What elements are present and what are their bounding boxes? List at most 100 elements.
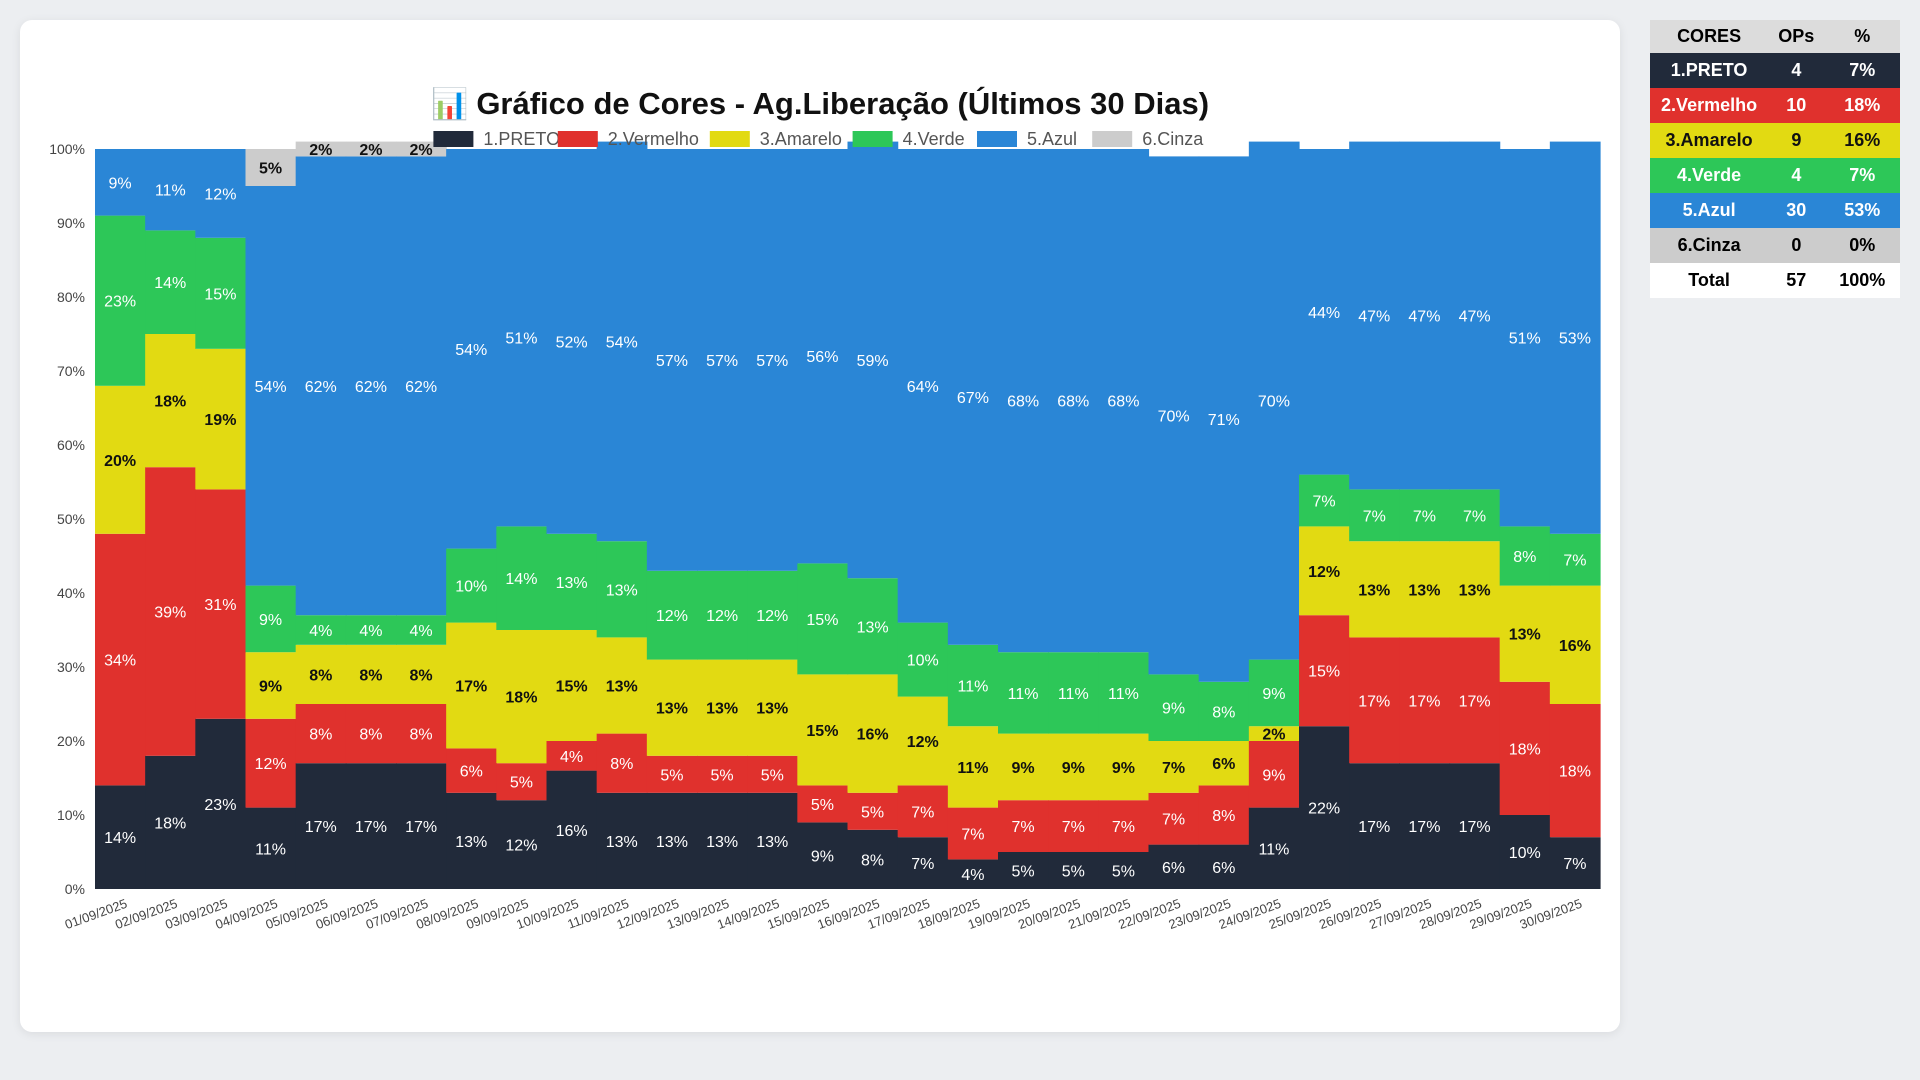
bar-segment	[1349, 541, 1400, 638]
bar-segment	[95, 385, 146, 534]
bar-segment	[446, 792, 497, 889]
data-label: 18%	[154, 815, 186, 832]
data-label: 17%	[355, 819, 387, 836]
bar-segment	[95, 149, 146, 216]
bar-segment	[1248, 726, 1300, 741]
bar-segment	[847, 829, 899, 889]
y-tick-label: 100%	[49, 141, 85, 157]
bar-segment	[496, 630, 548, 764]
bar-segment	[496, 763, 548, 801]
bar-segment	[947, 149, 999, 645]
bar-segment	[1299, 726, 1350, 889]
header-cores: CORES	[1650, 20, 1769, 53]
data-label: 8%	[1212, 704, 1235, 721]
summary-percent: 0%	[1849, 235, 1876, 255]
bar-segment	[546, 770, 598, 889]
summary-row-total: Total 57 100%	[1650, 263, 1900, 298]
bar-segment	[1148, 792, 1200, 845]
data-label: 8%	[309, 727, 332, 744]
bar-segment	[1098, 852, 1150, 889]
bar-segment	[998, 852, 1049, 889]
data-label: 13%	[706, 834, 738, 851]
bar-segment	[1549, 585, 1601, 704]
bar-segment	[95, 533, 146, 786]
bar-segment	[1098, 733, 1150, 801]
data-label: 13%	[556, 575, 588, 592]
bar-segment	[1048, 652, 1099, 734]
bar-segment	[396, 156, 447, 616]
data-label: 9%	[1012, 760, 1035, 777]
data-label: 13%	[1509, 627, 1541, 644]
header-percent: %	[1824, 20, 1900, 53]
data-label: 47%	[1358, 309, 1390, 326]
bar-segment	[345, 763, 397, 889]
bar-segment	[1449, 141, 1501, 490]
chart-card: 📊 Gráfico de Cores - Ag.Liberação (Último…	[20, 20, 1620, 1032]
bar-segment	[897, 149, 949, 623]
summary-percent: 100%	[1839, 270, 1886, 290]
y-tick-label: 10%	[57, 807, 85, 823]
data-label: 11%	[1108, 686, 1139, 703]
bar-segment	[747, 149, 798, 571]
bar-segment	[1449, 637, 1501, 764]
bar-segment	[596, 733, 648, 793]
data-label: 12%	[756, 608, 788, 625]
bar-segment	[1198, 681, 1250, 741]
bar-segment	[1148, 674, 1200, 741]
data-label: 5%	[1012, 864, 1035, 881]
summary-color-name: 6.Cinza	[1677, 235, 1741, 255]
bar-segment	[947, 644, 999, 727]
data-label: 9%	[109, 175, 132, 192]
summary-percent: 53%	[1844, 200, 1881, 220]
summary-color-name: Total	[1688, 270, 1730, 290]
bar-segment	[546, 149, 598, 534]
summary-ops: 57	[1786, 270, 1807, 290]
data-label: 16%	[857, 727, 889, 744]
bar-segment	[1198, 785, 1250, 845]
bar-segment	[1349, 489, 1400, 542]
data-label: 7%	[1463, 508, 1486, 525]
summary-ops: 30	[1786, 200, 1807, 220]
bar-segment	[1048, 733, 1099, 801]
data-label: 5%	[1062, 864, 1085, 881]
bar-segment	[697, 792, 748, 889]
data-label: 16%	[1559, 638, 1591, 655]
bar-segment	[1499, 681, 1551, 815]
data-label: 59%	[857, 353, 889, 370]
data-label: 13%	[606, 582, 638, 599]
data-label: 23%	[204, 797, 236, 814]
data-label: 6%	[1162, 860, 1185, 877]
bar-segment	[145, 149, 196, 231]
bar-segment	[1499, 149, 1551, 527]
data-label: 52%	[556, 334, 588, 351]
data-label: 13%	[857, 619, 889, 636]
data-label: 15%	[806, 612, 838, 629]
data-label: 6%	[1212, 860, 1235, 877]
bar-segment	[1148, 156, 1200, 675]
summary-percent: 7%	[1849, 60, 1876, 80]
data-label: 68%	[1107, 394, 1139, 411]
data-label: 12%	[204, 186, 236, 203]
data-label: 57%	[756, 353, 788, 370]
bar-segment	[195, 237, 247, 349]
data-label: 14%	[505, 571, 537, 588]
data-label: 54%	[455, 342, 487, 359]
data-label: 17%	[1408, 693, 1440, 710]
data-label: 9%	[1262, 686, 1285, 703]
data-label: 17%	[1358, 819, 1390, 836]
data-label: 5%	[259, 161, 282, 178]
data-label: 6%	[1212, 756, 1235, 773]
bar-segment	[396, 763, 447, 889]
legend-label: 6.Cinza	[1142, 129, 1204, 149]
data-label: 4%	[961, 867, 984, 884]
bar-segment	[1198, 844, 1250, 889]
data-label: 70%	[1158, 408, 1190, 425]
data-label: 17%	[405, 819, 437, 836]
bar-segment	[1449, 489, 1501, 542]
bar-segment	[847, 578, 899, 675]
data-label: 5%	[711, 767, 734, 784]
summary-row-verde: 4.Verde 4 7%	[1650, 158, 1900, 193]
bar-segment	[1098, 800, 1150, 852]
data-label: 17%	[455, 679, 487, 696]
data-label: 7%	[911, 856, 934, 873]
